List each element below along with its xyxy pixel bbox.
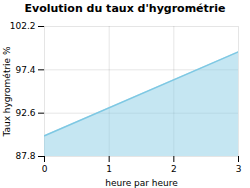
svg-text:87.8: 87.8 xyxy=(15,151,35,161)
svg-text:1: 1 xyxy=(106,164,112,174)
svg-text:3: 3 xyxy=(236,164,242,174)
svg-text:heure par heure: heure par heure xyxy=(105,178,178,188)
svg-text:102.2: 102.2 xyxy=(10,21,36,31)
svg-text:92.6: 92.6 xyxy=(15,108,35,118)
svg-text:2: 2 xyxy=(171,164,177,174)
svg-text:0: 0 xyxy=(42,164,48,174)
svg-text:97.4: 97.4 xyxy=(15,65,35,75)
svg-text:Taux hygrométrie %: Taux hygrométrie % xyxy=(2,46,12,138)
html-text:Evolution du taux d'hygrométri: Evolution du taux d'hygrométrie xyxy=(24,2,226,15)
